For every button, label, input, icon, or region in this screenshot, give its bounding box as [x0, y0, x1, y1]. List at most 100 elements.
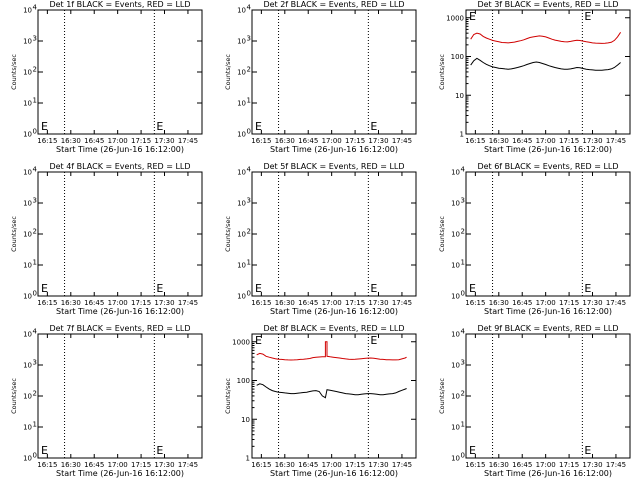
- panel-title: Det 1f BLACK = Events, RED = LLD: [49, 0, 190, 9]
- x-tick-label: 17:45: [606, 461, 626, 469]
- y-axis-label: Counts/sec: [438, 378, 446, 414]
- x-tick-label: 17:45: [392, 137, 412, 145]
- y-tick-exponent: 4: [247, 4, 252, 12]
- y-tick-exponent: 3: [247, 35, 251, 43]
- events-series-line: [470, 57, 621, 71]
- y-tick-exponent: 4: [461, 166, 466, 174]
- y-tick-label: 10: [241, 416, 250, 424]
- y-tick-label: 10: [23, 7, 32, 15]
- x-tick-label: 16:45: [298, 299, 318, 307]
- x-tick-label: 17:45: [392, 299, 412, 307]
- lld-series-line: [470, 32, 622, 44]
- x-tick-label: 17:00: [536, 137, 556, 145]
- x-tick-label: 17:45: [178, 299, 198, 307]
- y-tick-label: 10: [23, 200, 32, 208]
- x-tick-label: 17:00: [322, 461, 342, 469]
- y-tick-label: 100: [451, 53, 464, 61]
- x-tick-label: 16:30: [489, 137, 509, 145]
- x-axis-label: Start Time (26-Jun-16 16:12:00): [484, 145, 612, 154]
- y-axis-label: Counts/sec: [224, 216, 232, 252]
- x-tick-label: 17:30: [582, 461, 602, 469]
- x-tick-label: 17:30: [368, 137, 388, 145]
- x-tick-label: 16:45: [84, 461, 104, 469]
- y-tick-label: 10: [451, 231, 460, 239]
- y-tick-label: 10: [23, 231, 32, 239]
- x-tick-label: 16:15: [251, 299, 271, 307]
- event-marker: E: [584, 282, 591, 295]
- x-tick-label: 16:45: [512, 461, 532, 469]
- y-tick-exponent: 0: [33, 128, 37, 136]
- y-tick-label: 10: [237, 69, 246, 77]
- x-tick-label: 17:45: [606, 137, 626, 145]
- x-tick-label: 17:30: [154, 299, 174, 307]
- x-tick-label: 17:45: [606, 299, 626, 307]
- x-tick-label: 17:15: [131, 461, 151, 469]
- y-tick-label: 10: [237, 293, 246, 301]
- x-tick-label: 17:00: [108, 461, 128, 469]
- panel-title: Det 5f BLACK = Events, RED = LLD: [263, 162, 404, 171]
- y-tick-label: 10: [455, 92, 464, 100]
- panel-8: Det 8f BLACK = Events, RED = LLD 16:15 16:…: [224, 324, 417, 478]
- y-tick-label: 10: [237, 169, 246, 177]
- y-tick-label: 10: [23, 169, 32, 177]
- panel-7: Det 7f BLACK = Events, RED = LLD 16:15 16:…: [10, 324, 203, 478]
- x-tick-label: 16:15: [465, 299, 485, 307]
- x-tick-label: 17:30: [368, 299, 388, 307]
- y-tick-exponent: 2: [247, 66, 251, 74]
- y-tick-exponent: 3: [33, 35, 37, 43]
- x-tick-label: 17:00: [536, 461, 556, 469]
- event-marker: E: [41, 120, 48, 133]
- event-marker: E: [156, 120, 163, 133]
- y-tick-exponent: 0: [461, 290, 465, 298]
- y-tick-label: 10: [451, 393, 460, 401]
- events-series-line: [256, 383, 407, 399]
- panel-1: Det 1f BLACK = Events, RED = LLD 16:15 16:…: [10, 0, 203, 154]
- y-tick-exponent: 2: [33, 228, 37, 236]
- y-tick-label: 100: [237, 377, 250, 385]
- x-tick-label: 17:30: [154, 461, 174, 469]
- x-tick-label: 17:00: [108, 137, 128, 145]
- y-axis-label: Counts/sec: [438, 216, 446, 252]
- y-tick-label: 10: [451, 331, 460, 339]
- y-tick-label: 10: [451, 362, 460, 370]
- y-tick-label: 10: [451, 200, 460, 208]
- x-tick-label: 17:00: [108, 299, 128, 307]
- x-tick-label: 16:30: [61, 299, 81, 307]
- panel-title: Det 7f BLACK = Events, RED = LLD: [49, 324, 190, 333]
- event-marker: E: [255, 282, 262, 295]
- event-marker: E: [584, 444, 591, 457]
- y-tick-exponent: 0: [461, 452, 465, 460]
- y-tick-label: 10: [23, 293, 32, 301]
- y-tick-exponent: 2: [33, 66, 37, 74]
- y-tick-exponent: 0: [247, 290, 251, 298]
- y-tick-label: 1: [460, 131, 464, 139]
- x-tick-label: 17:00: [536, 299, 556, 307]
- y-tick-label: 10: [451, 455, 460, 463]
- x-tick-label: 16:45: [298, 461, 318, 469]
- event-marker: E: [469, 444, 476, 457]
- y-tick-exponent: 1: [33, 421, 37, 429]
- event-marker: E: [41, 282, 48, 295]
- y-tick-label: 10: [23, 331, 32, 339]
- y-tick-exponent: 4: [33, 328, 38, 336]
- y-tick-label: 10: [23, 393, 32, 401]
- plot-frame: [251, 9, 417, 135]
- plot-frame: [37, 171, 203, 297]
- x-tick-label: 16:30: [275, 461, 295, 469]
- x-tick-label: 16:15: [37, 137, 57, 145]
- panel-title: Det 6f BLACK = Events, RED = LLD: [477, 162, 618, 171]
- event-marker: E: [469, 282, 476, 295]
- y-tick-label: 1000: [446, 14, 464, 22]
- y-tick-exponent: 2: [247, 228, 251, 236]
- y-axis-label: Counts/sec: [10, 216, 18, 252]
- y-tick-label: 10: [237, 7, 246, 15]
- panel-5: Det 5f BLACK = Events, RED = LLD 16:15 16:…: [224, 162, 417, 316]
- y-tick-exponent: 1: [33, 97, 37, 105]
- x-tick-label: 17:15: [559, 137, 579, 145]
- y-tick-label: 10: [451, 262, 460, 270]
- y-axis-label: Counts/sec: [438, 54, 446, 90]
- x-tick-label: 16:30: [489, 299, 509, 307]
- plot-frame: [465, 9, 631, 135]
- y-axis-label: Counts/sec: [224, 378, 232, 414]
